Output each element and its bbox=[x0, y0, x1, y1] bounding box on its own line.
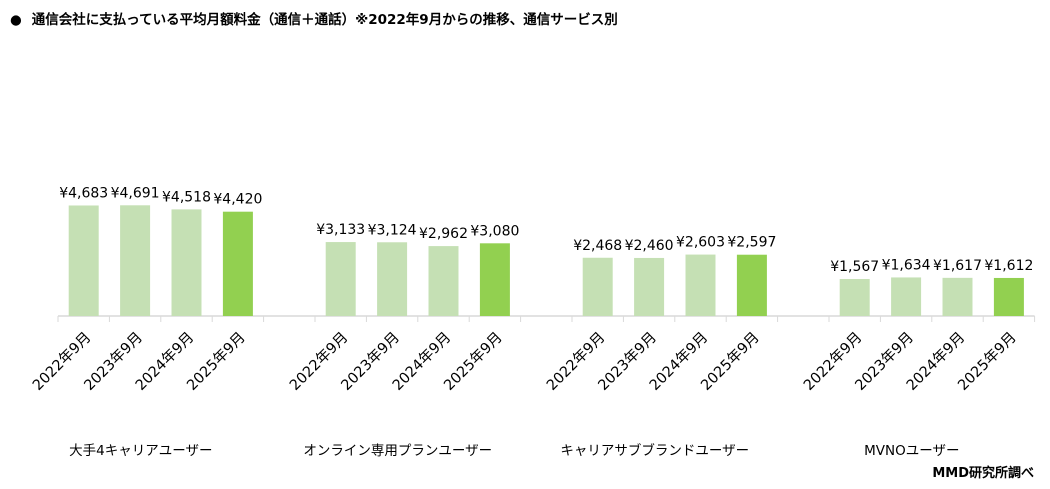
data-label: ¥1,617 bbox=[933, 258, 982, 274]
bar-3-3 bbox=[993, 277, 1024, 316]
data-label: ¥2,962 bbox=[419, 226, 468, 242]
bar-2-3 bbox=[736, 254, 767, 316]
data-label: ¥4,683 bbox=[59, 185, 108, 201]
bar-1-0 bbox=[325, 242, 356, 316]
bar-0-2 bbox=[171, 209, 202, 316]
data-label: ¥1,567 bbox=[830, 259, 879, 275]
data-label: ¥1,612 bbox=[984, 258, 1033, 274]
bar-2-1 bbox=[634, 257, 665, 316]
data-label: ¥3,080 bbox=[470, 223, 519, 239]
source-note: MMD研究所調べ bbox=[932, 466, 1034, 481]
bar-1-1 bbox=[377, 242, 408, 316]
data-label: ¥2,597 bbox=[727, 235, 776, 251]
data-label: ¥3,133 bbox=[316, 222, 365, 238]
group-label: MVNOユーザー bbox=[864, 443, 959, 459]
data-label: ¥2,468 bbox=[573, 238, 622, 254]
chart-title: ● 通信会社に支払っている平均月額料金（通信＋通話）※2022年9月からの推移、通… bbox=[10, 8, 618, 28]
data-label: ¥4,691 bbox=[111, 185, 160, 201]
bar-3-1 bbox=[891, 277, 922, 316]
group-label: 大手4キャリアユーザー bbox=[69, 443, 212, 459]
bar-1-3 bbox=[479, 243, 510, 316]
data-label: ¥4,420 bbox=[213, 192, 262, 208]
bar-3-0 bbox=[839, 279, 870, 316]
bullet-icon: ● bbox=[10, 12, 22, 28]
data-label: ¥2,460 bbox=[625, 238, 674, 254]
bar-2-2 bbox=[685, 254, 716, 316]
bar-3-2 bbox=[942, 277, 973, 316]
group-label: キャリアサブブランドユーザー bbox=[560, 442, 749, 459]
bar-1-2 bbox=[428, 246, 459, 316]
data-label: ¥2,603 bbox=[676, 235, 725, 251]
chart-title-text: 通信会社に支払っている平均月額料金（通信＋通話）※2022年9月からの推移、通信… bbox=[31, 12, 618, 28]
bar-0-0 bbox=[68, 205, 99, 316]
data-label: ¥1,634 bbox=[882, 257, 931, 273]
data-label: ¥4,518 bbox=[162, 189, 211, 205]
bar-0-3 bbox=[222, 211, 253, 316]
data-label: ¥3,124 bbox=[368, 222, 417, 238]
group-label: オンライン専用プランユーザー bbox=[303, 443, 492, 459]
bar-0-1 bbox=[120, 205, 151, 316]
bar-2-0 bbox=[582, 257, 613, 316]
